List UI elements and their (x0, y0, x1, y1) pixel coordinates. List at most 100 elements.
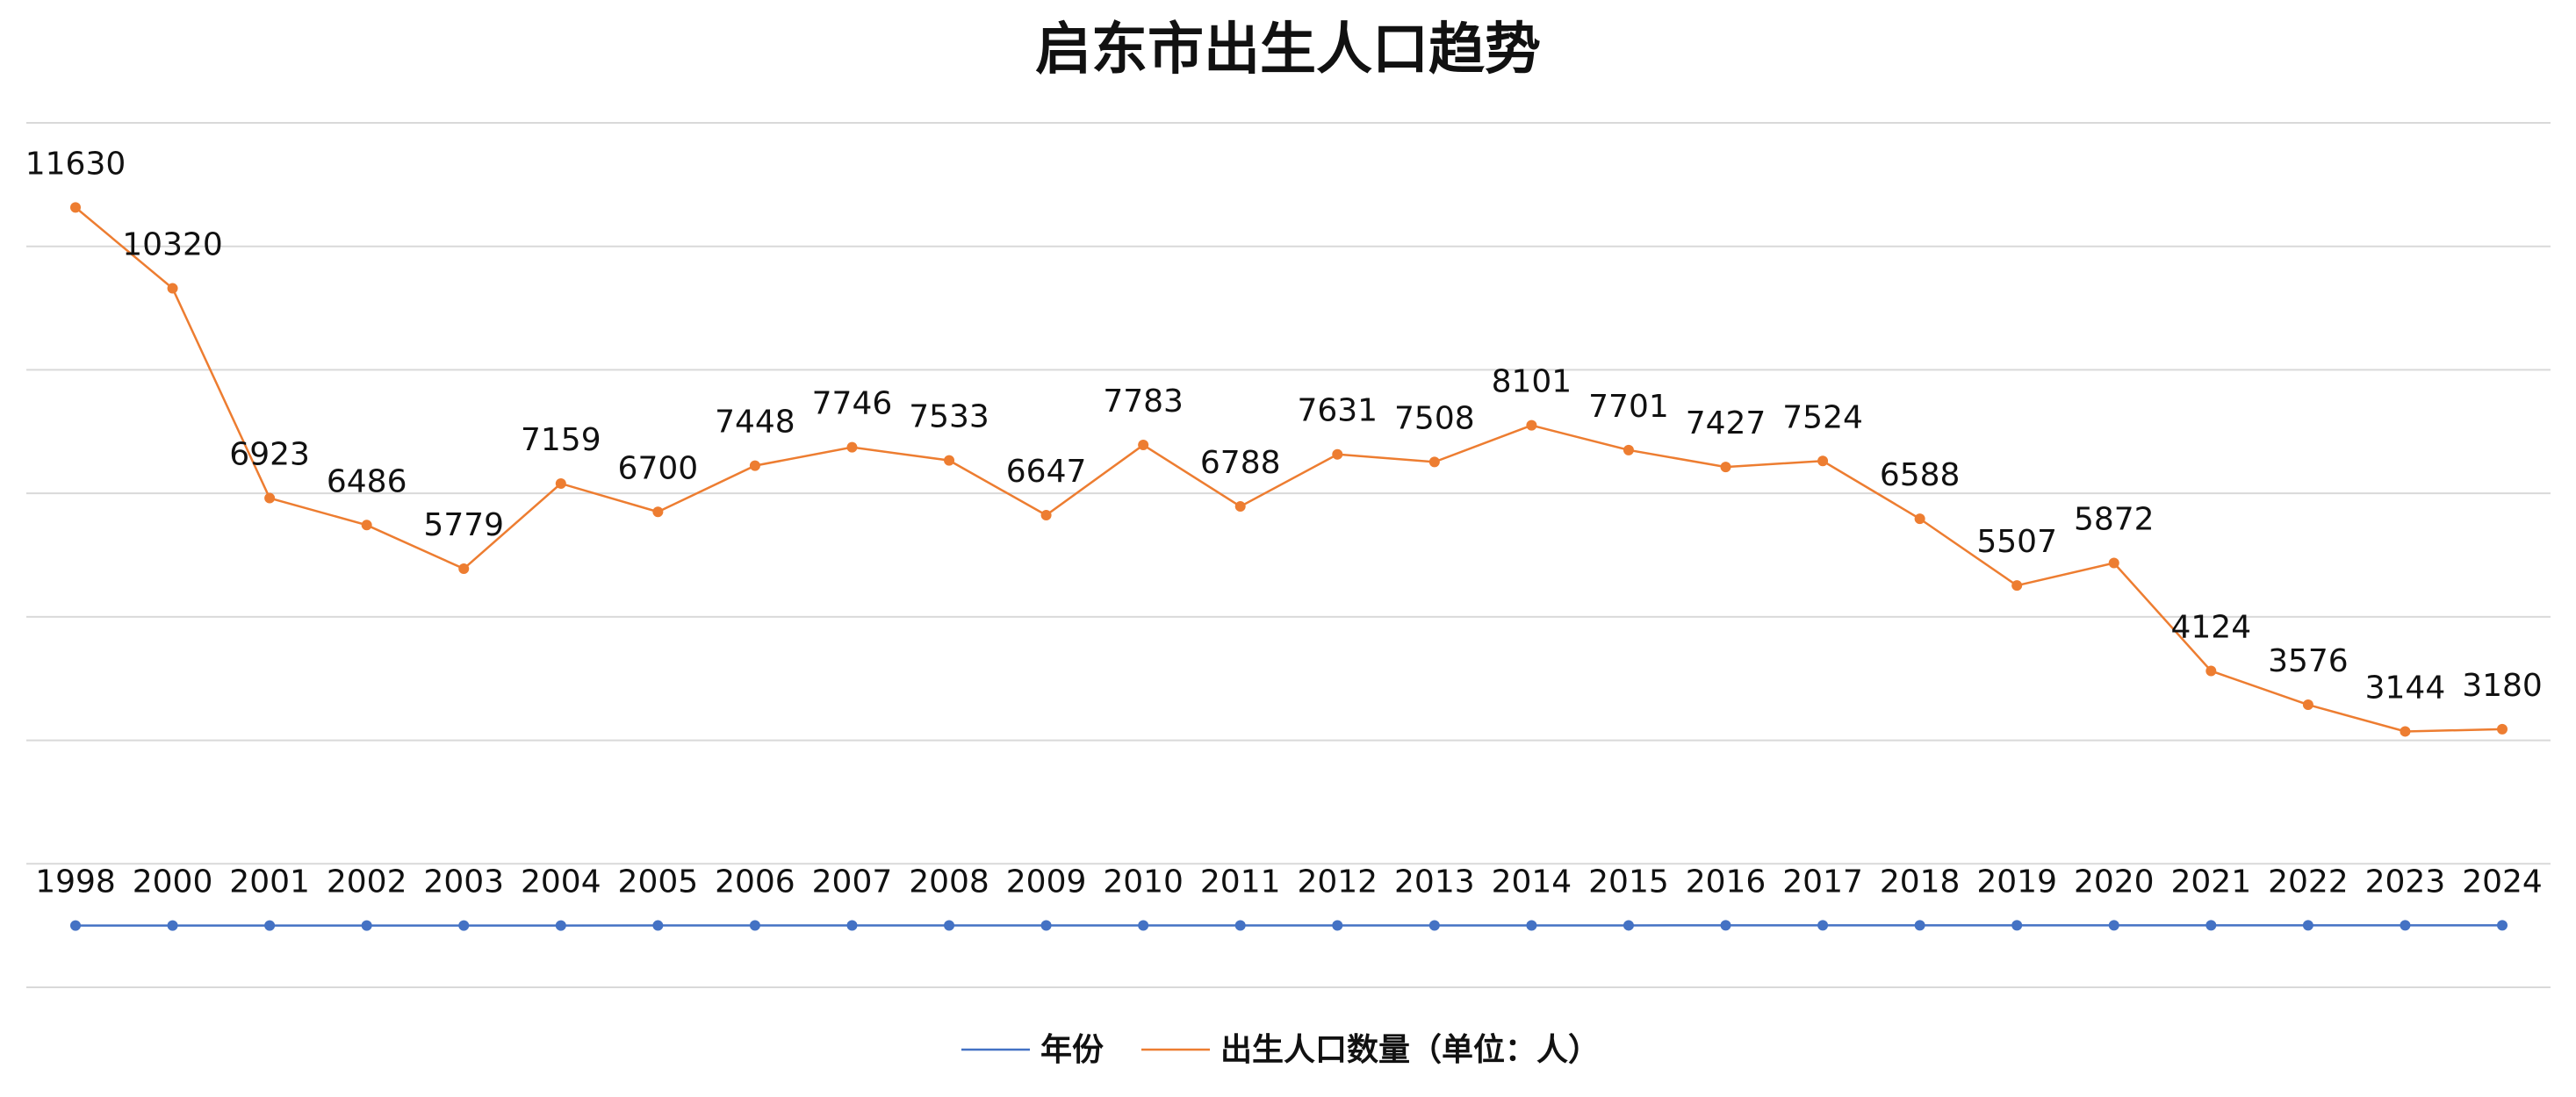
data-label: 11630 (25, 146, 126, 182)
data-point (1428, 920, 1440, 931)
data-label: 10320 (122, 227, 223, 263)
data-point (555, 477, 566, 489)
data-label: 2015 (1588, 864, 1669, 900)
data-point (944, 455, 955, 466)
data-point (264, 492, 276, 504)
data-point (167, 283, 178, 294)
data-label: 1998 (35, 864, 116, 900)
data-point (1914, 513, 1925, 525)
data-point (1332, 920, 1343, 931)
data-point (2497, 920, 2508, 931)
data-label: 2021 (2171, 864, 2252, 900)
data-label: 2001 (229, 864, 310, 900)
data-label: 2014 (1492, 864, 1572, 900)
data-point (555, 920, 566, 931)
series-line (75, 206, 2503, 733)
data-label: 3144 (2365, 670, 2446, 706)
data-label: 2012 (1297, 864, 1378, 900)
data-label: 5507 (1976, 524, 2057, 560)
data-labels: 1998 2000 2001 2002 2003 2004 2005 2006 2007 2008… (25, 146, 2543, 900)
data-point (2205, 665, 2217, 677)
data-label: 3180 (2462, 668, 2543, 704)
data-point (2011, 920, 2023, 931)
data-label: 3576 (2268, 643, 2349, 679)
legend-label: 出生人口数量（单位：人） (1220, 1032, 1600, 1068)
legend-item: 年份 (961, 1032, 1104, 1068)
data-point (361, 520, 372, 531)
legend-label: 年份 (1040, 1032, 1104, 1068)
data-label: 4124 (2171, 609, 2252, 645)
data-label: 7783 (1103, 384, 1184, 419)
data-label: 6588 (1880, 457, 1961, 493)
data-label: 2024 (2462, 864, 2543, 900)
data-point (944, 920, 955, 931)
data-point (1720, 462, 1731, 473)
data-point (1040, 920, 1052, 931)
data-point (1138, 920, 1149, 931)
data-point (2205, 920, 2217, 931)
data-label: 2011 (1200, 864, 1281, 900)
data-point (1234, 501, 1246, 513)
data-label: 6647 (1006, 454, 1087, 490)
data-label: 7427 (1686, 405, 1767, 441)
data-point (1234, 920, 1246, 931)
data-point (1040, 509, 1052, 520)
data-label: 2017 (1782, 864, 1863, 900)
data-label: 2020 (2074, 864, 2155, 900)
data-label: 7508 (1394, 400, 1475, 436)
data-point (1526, 419, 1537, 431)
data-point (458, 563, 470, 575)
data-label: 2004 (521, 864, 601, 900)
data-label: 8101 (1492, 364, 1572, 400)
data-label: 7631 (1297, 393, 1378, 429)
data-point (1332, 448, 1343, 460)
data-label: 2009 (1006, 864, 1087, 900)
data-label: 7524 (1782, 399, 1863, 435)
data-point (1526, 920, 1537, 931)
data-point (652, 920, 664, 931)
data-label: 2000 (133, 864, 213, 900)
data-point (2108, 920, 2119, 931)
data-label: 7159 (521, 422, 601, 458)
data-point (1623, 920, 1634, 931)
data-point (652, 506, 664, 518)
data-label: 2016 (1686, 864, 1767, 900)
legend-item: 出生人口数量（单位：人） (1141, 1032, 1600, 1068)
data-label: 6486 (327, 463, 407, 499)
series-1 (70, 202, 2508, 737)
data-point (2400, 726, 2411, 737)
data-point (167, 920, 178, 931)
data-point (70, 920, 81, 931)
data-label: 2013 (1394, 864, 1475, 900)
data-label: 2006 (715, 864, 795, 900)
data-point (2302, 920, 2313, 931)
data-label: 2023 (2365, 864, 2446, 900)
data-label: 5872 (2074, 502, 2155, 538)
data-point (2400, 920, 2411, 931)
data-label: 7746 (812, 386, 893, 422)
legend: 年份 出生人口数量（单位：人） (961, 1032, 1600, 1068)
data-point (361, 920, 372, 931)
data-label: 2002 (327, 864, 407, 900)
data-label: 2007 (812, 864, 893, 900)
data-label: 7448 (715, 405, 795, 441)
data-label: 6923 (229, 437, 310, 473)
gridlines (26, 122, 2551, 988)
data-label: 2010 (1103, 864, 1184, 900)
data-point (70, 202, 81, 213)
data-point (1817, 920, 1829, 931)
data-label: 7533 (909, 399, 989, 435)
data-label: 6788 (1200, 445, 1281, 481)
data-point (749, 460, 760, 471)
series-0 (70, 920, 2508, 931)
data-point (1914, 920, 1925, 931)
data-label: 7701 (1588, 389, 1669, 425)
data-label: 6700 (618, 450, 699, 486)
series-layer (70, 202, 2508, 931)
data-label: 2003 (423, 864, 504, 900)
data-point (1428, 456, 1440, 468)
data-point (749, 920, 760, 931)
data-point (2302, 699, 2313, 711)
data-point (2011, 580, 2023, 592)
